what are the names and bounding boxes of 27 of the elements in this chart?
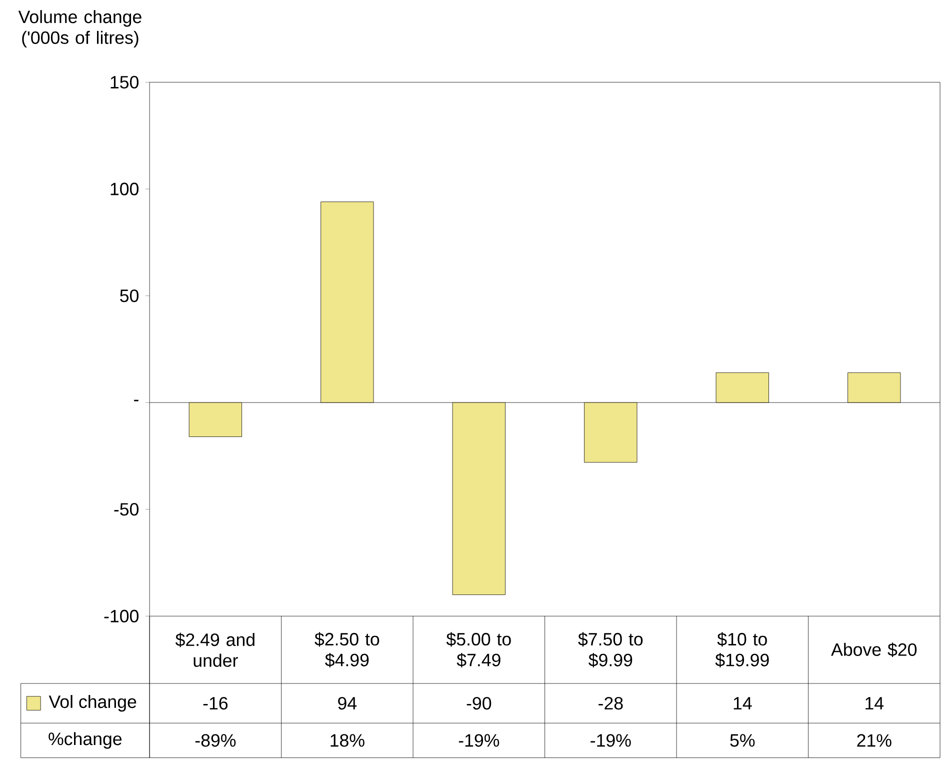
x-tick-label: $2.50 to $4.99 [314, 632, 380, 668]
x-tick-label: $7.50 to $9.99 [578, 632, 643, 668]
text: 5% [730, 734, 755, 747]
x-tick-label: $10 to $19.99 [715, 632, 769, 668]
y-tick-label: - [134, 400, 138, 402]
y-tick-label: 50 [120, 290, 139, 302]
text: -19% [458, 734, 500, 747]
data-label: 94 [338, 697, 357, 710]
text: -89% [195, 734, 236, 747]
data-label: 14 [734, 697, 752, 710]
data-label: 14 [866, 697, 884, 710]
text: 18% [330, 734, 364, 747]
text: %change [48, 732, 122, 749]
y-axis-title: Volume change ('000s of litres) [18, 10, 142, 48]
data-label: -90 [466, 697, 492, 710]
text: 21% [857, 734, 892, 747]
data-label: -28 [598, 697, 623, 710]
x-tick-label: Above $20 [831, 642, 917, 658]
legend-label: Vol change [48, 695, 136, 712]
y-tick-label: -100 [104, 610, 139, 623]
x-tick-label: $2.49 and under [175, 632, 254, 668]
y-tick-label: 150 [110, 76, 139, 89]
text: -19% [590, 734, 631, 747]
x-tick-label: $5.00 to $7.49 [446, 632, 511, 668]
y-tick-label: 100 [110, 182, 139, 196]
y-tick-label: -50 [114, 503, 139, 516]
data-label: -16 [203, 697, 228, 710]
